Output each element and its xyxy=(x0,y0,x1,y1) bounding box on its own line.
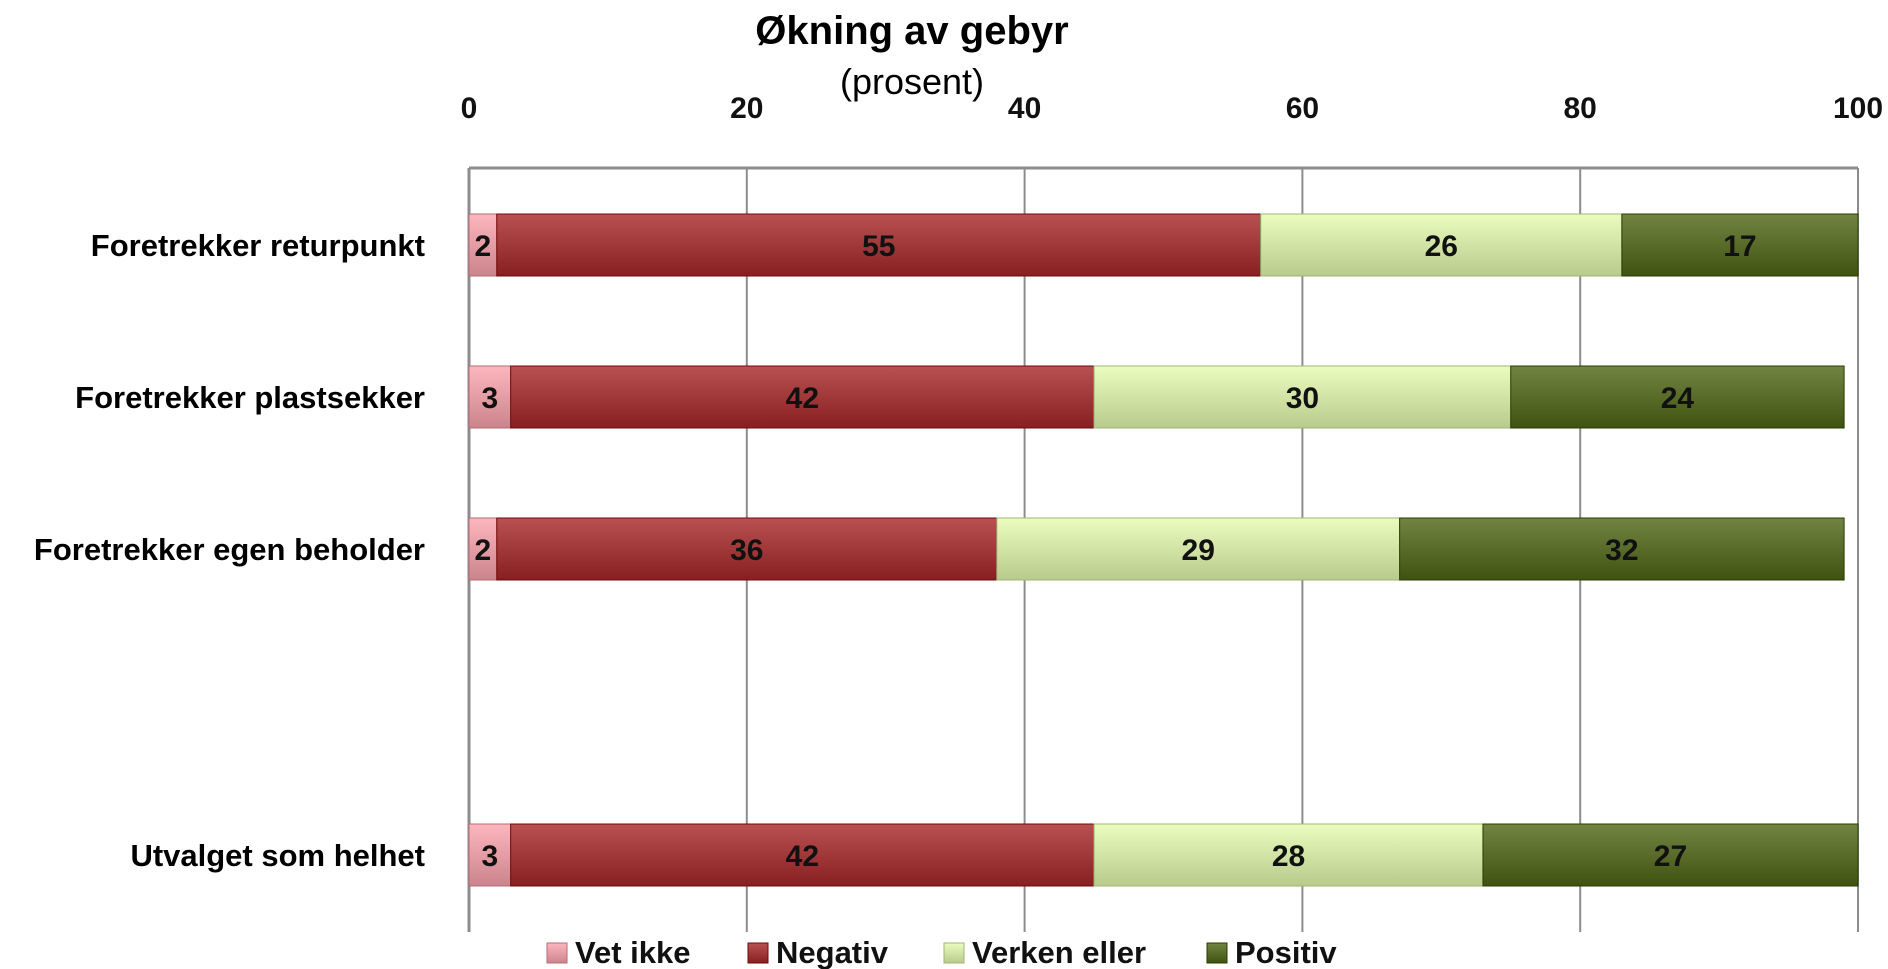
x-tick-label: 20 xyxy=(730,92,763,125)
legend-label: Verken eller xyxy=(972,935,1146,969)
data-label: 55 xyxy=(862,230,895,263)
data-label: 30 xyxy=(1286,382,1319,415)
bar-segment xyxy=(996,517,1401,581)
labels: Økning av gebyr (prosent) 0 20 40 60 80 100 Fo… xyxy=(34,9,1883,873)
legend-swatch xyxy=(943,942,965,964)
data-label: 2 xyxy=(475,230,492,263)
bar-segment xyxy=(468,365,512,429)
data-label: 32 xyxy=(1605,534,1638,567)
legend-swatch xyxy=(1206,942,1228,964)
bar-segment xyxy=(468,517,498,581)
chart-subtitle: (prosent) xyxy=(840,61,984,102)
data-label: 27 xyxy=(1654,840,1687,873)
data-label: 3 xyxy=(481,840,498,873)
x-tick-label: 80 xyxy=(1564,92,1597,125)
data-label: 36 xyxy=(730,534,763,567)
data-label: 26 xyxy=(1425,230,1458,263)
bar-segment xyxy=(1260,213,1623,277)
category-label: Foretrekker egen beholder xyxy=(34,532,425,567)
bar-segment xyxy=(510,823,1095,887)
bar-segment xyxy=(1482,823,1859,887)
data-label: 42 xyxy=(786,382,819,415)
bar-segment xyxy=(1093,823,1484,887)
data-label: 28 xyxy=(1272,840,1305,873)
x-tick-label: 60 xyxy=(1286,92,1319,125)
bar-segment xyxy=(1399,517,1845,581)
category-label: Foretrekker returpunkt xyxy=(91,228,425,263)
bar-segment xyxy=(510,365,1095,429)
data-label: 2 xyxy=(475,534,492,567)
bar-segment xyxy=(1621,213,1859,277)
data-label: 3 xyxy=(481,382,498,415)
data-label: 17 xyxy=(1723,230,1756,263)
legend-swatch xyxy=(747,942,769,964)
bar-segment xyxy=(468,823,512,887)
legend-label: Positiv xyxy=(1235,935,1337,969)
legend-label: Negativ xyxy=(776,935,889,969)
legend: Vet ikke Negativ Verken eller Positiv xyxy=(546,935,1337,969)
x-tick-label: 40 xyxy=(1008,92,1041,125)
bar-segment xyxy=(1510,365,1845,429)
legend-swatch xyxy=(546,942,568,964)
category-label: Utvalget som helhet xyxy=(130,838,425,873)
data-label: 24 xyxy=(1661,382,1695,415)
x-tick-label: 0 xyxy=(461,92,478,125)
chart-title: Økning av gebyr xyxy=(755,9,1068,53)
legend-label: Vet ikke xyxy=(575,935,690,969)
data-label: 29 xyxy=(1182,534,1215,567)
data-label: 42 xyxy=(786,840,819,873)
category-label: Foretrekker plastsekker xyxy=(75,380,425,415)
bars xyxy=(468,213,1859,887)
bar-segment xyxy=(496,213,1262,277)
bar-segment xyxy=(468,213,498,277)
x-tick-label: 100 xyxy=(1833,92,1883,125)
bar-segment xyxy=(496,517,998,581)
